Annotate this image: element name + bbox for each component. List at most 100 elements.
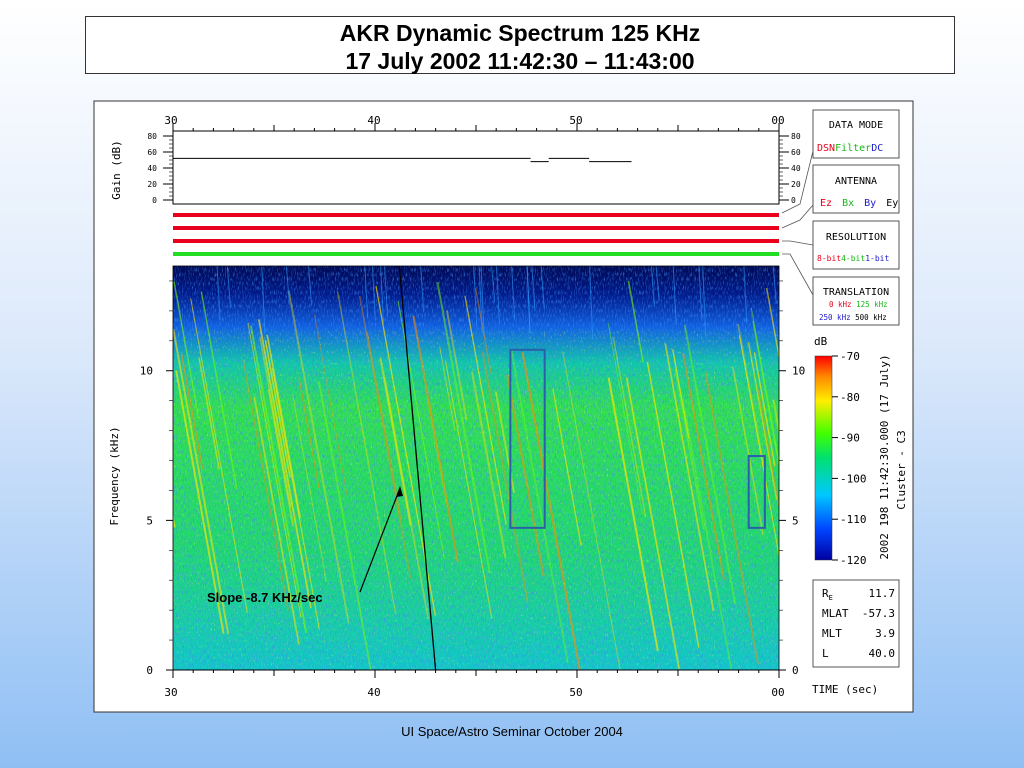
legend-dsn: DSN — [817, 143, 835, 154]
noise-spike — [380, 266, 385, 327]
colorbar-tick-label: -100 — [840, 472, 867, 485]
svg-text:Ez Bx By Ey: Ez Bx By Ey — [820, 198, 898, 209]
gain-tick-label: 0 — [152, 196, 157, 205]
freq-tick-label: 10 — [792, 365, 805, 378]
orbit-value-l: 40.0 — [869, 647, 896, 660]
slide-title-box: AKR Dynamic Spectrum 125 KHz 17 July 200… — [85, 16, 955, 74]
freq-tick-label: 5 — [146, 514, 153, 527]
gain-panel-frame — [172, 130, 780, 205]
noise-spike — [478, 266, 483, 332]
noise-spike — [473, 266, 478, 327]
gain-tick-label: 60 — [147, 148, 157, 157]
noise-spike — [496, 266, 501, 325]
svg-text:RE: RE — [822, 587, 833, 602]
legend-ey: Ey — [886, 198, 898, 209]
noise-spike — [511, 266, 516, 320]
colorbar-gradient — [814, 355, 833, 561]
gain-tick-label: 80 — [791, 132, 801, 141]
time-axis-label: TIME (sec) — [812, 683, 878, 696]
noise-spike — [589, 266, 594, 339]
freq-tick-label: 5 — [792, 514, 799, 527]
slope-arrowhead — [396, 486, 403, 497]
freq-tick-label: 10 — [140, 365, 153, 378]
legend-antenna: ANTENNA Ez Bx By Ey — [812, 164, 900, 214]
slope-label: Slope -8.7 KHz/sec — [207, 590, 323, 605]
orbit-value-mlat: -57.3 — [862, 607, 895, 620]
orbit-value-mlt: 3.9 — [875, 627, 895, 640]
noise-spike — [226, 266, 231, 308]
slope-arrow — [359, 487, 401, 593]
legend-500khz: 500 kHz — [855, 313, 887, 322]
legend-antenna-title: ANTENNA — [835, 176, 877, 187]
orbit-label-re: R — [822, 587, 829, 600]
noise-spike — [216, 266, 221, 320]
noise-spike — [491, 266, 496, 303]
legend-dc: DC — [871, 143, 883, 154]
legend-data-mode-title: DATA MODE — [829, 120, 883, 131]
noise-spike — [364, 266, 369, 319]
noise-spike — [531, 266, 536, 312]
noise-spike — [698, 266, 703, 321]
status-bar-translation — [173, 252, 779, 256]
svg-text:0 kHz 125 kHz: 0 kHz 125 kHz — [829, 300, 888, 309]
slope-annotation: Slope -8.7 KHz/sec — [207, 486, 403, 605]
legend-translation-title: TRANSLATION — [823, 287, 889, 298]
left-frequency-axis: 0 0 5 5 10 10 Frequency (kHz) — [108, 280, 805, 677]
status-bar-resolution — [173, 239, 779, 243]
status-bars — [173, 150, 814, 296]
noise-spike — [540, 266, 545, 309]
gain-axis-label: Gain (dB) — [110, 140, 123, 200]
bottom-tick-label-30: 30 — [164, 686, 177, 699]
orbit-label-mlt: MLT — [822, 627, 842, 640]
colorbar-tick-label: -70 — [840, 350, 860, 363]
spectrogram — [173, 266, 779, 670]
gain-tick-label: 20 — [147, 180, 157, 189]
noise-spike — [384, 266, 389, 318]
gain-tick-label: 20 — [791, 180, 801, 189]
legend-translation: TRANSLATION 0 kHz 125 kHz 250 kHz 500 kH… — [812, 276, 900, 326]
side-label-date: 2002 198 11:42:30.000 (17 July) — [878, 354, 891, 559]
legend-filter: Filter — [835, 143, 871, 154]
highlight-box-1 — [509, 348, 546, 529]
legend-ez: Ez — [820, 198, 832, 209]
noise-spike — [371, 266, 376, 321]
slide-title-line2: 17 July 2002 11:42:30 – 11:43:00 — [345, 48, 695, 74]
noise-spike — [261, 266, 266, 334]
highlight-box-2 — [747, 455, 766, 529]
bottom-tick-label-50: 50 — [569, 686, 582, 699]
gain-panel: 80 80 60 60 40 40 20 20 0 0 Gain (dB) — [110, 130, 801, 205]
slope-fit-line — [398, 265, 437, 671]
noise-spike — [702, 266, 707, 338]
bottom-tick-label-00: 00 — [771, 686, 784, 699]
legend-8bit: 8-bit — [817, 254, 841, 263]
legend-4bit: 4-bit — [841, 254, 865, 263]
colorbar: dB -70 -80 -90 -100 -110 -120 2002 198 11:42:… — [814, 335, 908, 567]
legend-250khz: 250 kHz — [819, 313, 851, 322]
annotations — [398, 265, 766, 671]
colorbar-tick-label: -120 — [840, 554, 867, 567]
noise-spike — [420, 266, 425, 313]
noise-spike — [526, 266, 531, 334]
status-connectors — [781, 150, 814, 296]
noise-spike — [743, 266, 748, 325]
colorbar-label: dB — [814, 335, 828, 348]
gain-tick-label: 0 — [791, 196, 796, 205]
gain-tick-label: 40 — [791, 164, 801, 173]
noise-spike — [672, 266, 677, 325]
noise-spike — [308, 266, 313, 306]
orbit-label-l: L — [822, 647, 829, 660]
colorbar-tick-label: -110 — [840, 513, 867, 526]
legend-data-mode: DATA MODE DSNFilterDC — [812, 109, 900, 159]
slide-title-line1: AKR Dynamic Spectrum 125 KHz — [339, 20, 701, 46]
legend-by: By — [864, 198, 876, 209]
legend-1bit: 1-bit — [865, 254, 889, 263]
noise-spike — [285, 266, 290, 305]
status-bar-antenna — [173, 226, 779, 230]
slide-footer: UI Space/Astro Seminar October 2004 — [401, 724, 623, 739]
svg-text:250 kHz 500 kHz: 250 kHz 500 kHz — [819, 313, 887, 322]
side-label-cluster: Cluster - C3 — [895, 430, 908, 509]
gain-tick-label: 60 — [791, 148, 801, 157]
legend-resolution-title: RESOLUTION — [826, 232, 886, 243]
orbit-label-mlat: MLAT — [822, 607, 849, 620]
